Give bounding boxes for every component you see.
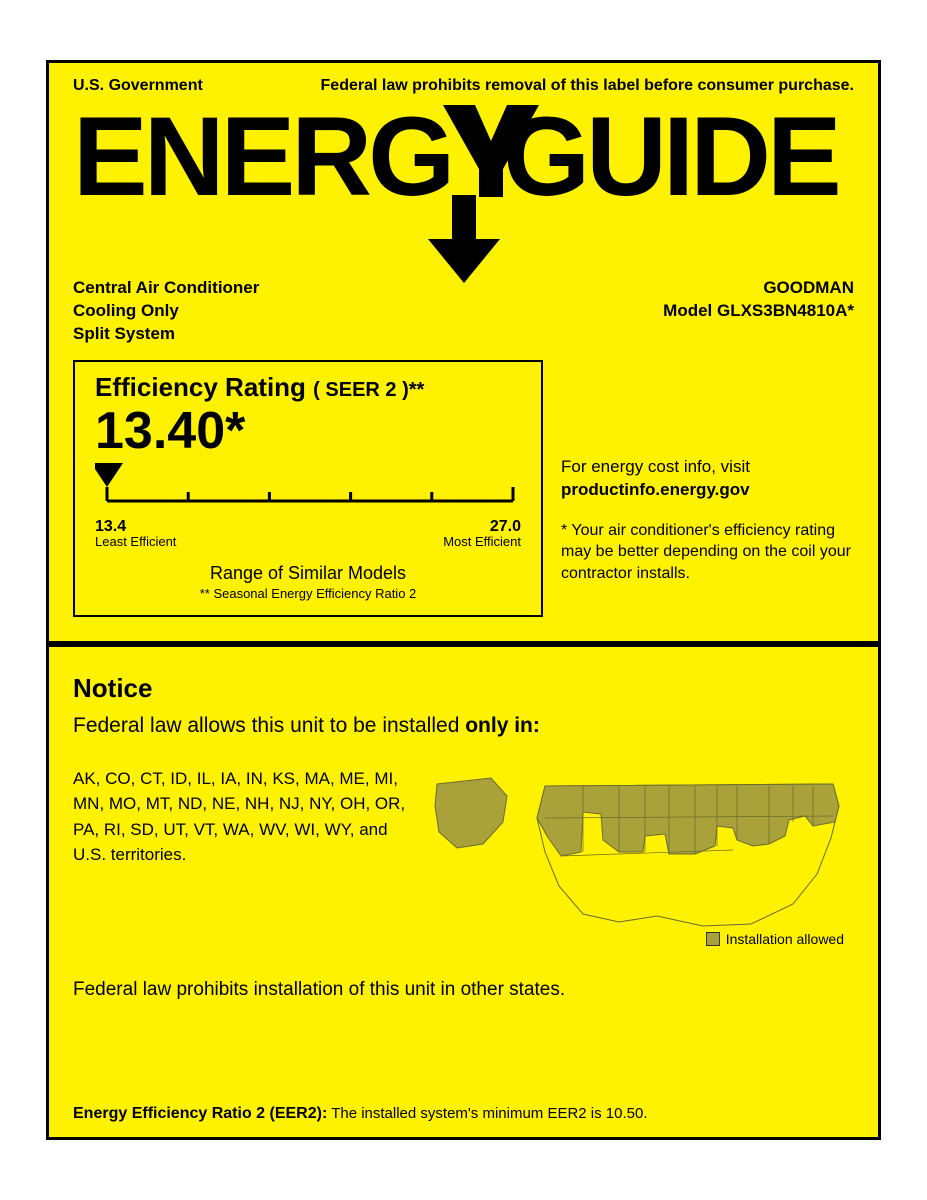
visit-link: productinfo.energy.gov xyxy=(561,479,854,502)
notice-pre: Federal law allows this unit to be insta… xyxy=(73,714,465,737)
product-system: Split System xyxy=(73,323,259,346)
product-type: Central Air Conditioner xyxy=(73,277,259,300)
legend-square-icon xyxy=(706,932,720,946)
rating-row: Efficiency Rating ( SEER 2 )** 13.40* 13… xyxy=(73,360,854,617)
rating-value: 13.40* xyxy=(95,405,521,457)
scale-end-sublabels: Least Efficient Most Efficient xyxy=(95,534,521,549)
product-left: Central Air Conditioner Cooling Only Spl… xyxy=(73,277,259,346)
efficiency-note: * Your air conditioner's efficiency rati… xyxy=(561,520,854,585)
rating-title-text: Efficiency Rating xyxy=(95,372,306,402)
rating-box: Efficiency Rating ( SEER 2 )** 13.40* 13… xyxy=(73,360,543,617)
us-map: Installation allowed xyxy=(433,766,854,941)
arrow-down-icon xyxy=(414,195,514,285)
states-list: AK, CO, CT, ID, IL, IA, IN, KS, MA, ME, … xyxy=(73,766,413,941)
product-mode: Cooling Only xyxy=(73,300,259,323)
scale-max-sub: Most Efficient xyxy=(443,534,521,549)
svg-text:ENERG: ENERG xyxy=(73,97,451,207)
states-row: AK, CO, CT, ID, IL, IA, IN, KS, MA, ME, … xyxy=(73,766,854,941)
notice-line: Federal law allows this unit to be insta… xyxy=(73,714,854,738)
product-row: Central Air Conditioner Cooling Only Spl… xyxy=(73,277,854,346)
energyguide-logo: ENERG GUIDE xyxy=(73,97,854,207)
product-right: GOODMAN Model GLXS3BN4810A* xyxy=(663,277,854,346)
svg-text:GUIDE: GUIDE xyxy=(503,97,838,207)
notice-title: Notice xyxy=(73,673,854,704)
side-info: For energy cost info, visit productinfo.… xyxy=(561,360,854,617)
top-section: U.S. Government Federal law prohibits re… xyxy=(49,63,878,647)
notice-bold: only in: xyxy=(465,714,540,737)
header-row: U.S. Government Federal law prohibits re… xyxy=(73,77,854,95)
prohibit-line: Federal law prohibits installation of th… xyxy=(73,979,854,1001)
rating-sub: ( SEER 2 )** xyxy=(313,379,424,401)
range-text: Range of Similar Models xyxy=(95,563,521,584)
eer-text: The installed system's minimum EER2 is 1… xyxy=(327,1105,647,1122)
model: Model GLXS3BN4810A* xyxy=(663,300,854,323)
bottom-section: Notice Federal law allows this unit to b… xyxy=(49,647,878,1137)
legend-text: Installation allowed xyxy=(726,931,844,947)
eer-line: Energy Efficiency Ratio 2 (EER2): The in… xyxy=(73,1075,854,1123)
efficiency-scale xyxy=(95,461,521,516)
rating-title: Efficiency Rating ( SEER 2 )** xyxy=(95,372,521,403)
scale-min-sub: Least Efficient xyxy=(95,534,176,549)
map-legend: Installation allowed xyxy=(706,931,844,947)
range-sub: ** Seasonal Energy Efficiency Ratio 2 xyxy=(95,586,521,601)
gov-text: U.S. Government xyxy=(73,77,203,95)
warning-text: Federal law prohibits removal of this la… xyxy=(321,77,854,95)
brand: GOODMAN xyxy=(663,277,854,300)
eer-label: Energy Efficiency Ratio 2 (EER2): xyxy=(73,1105,327,1122)
visit-text: For energy cost info, visit xyxy=(561,456,854,479)
energy-guide-label: U.S. Government Federal law prohibits re… xyxy=(46,60,881,1140)
